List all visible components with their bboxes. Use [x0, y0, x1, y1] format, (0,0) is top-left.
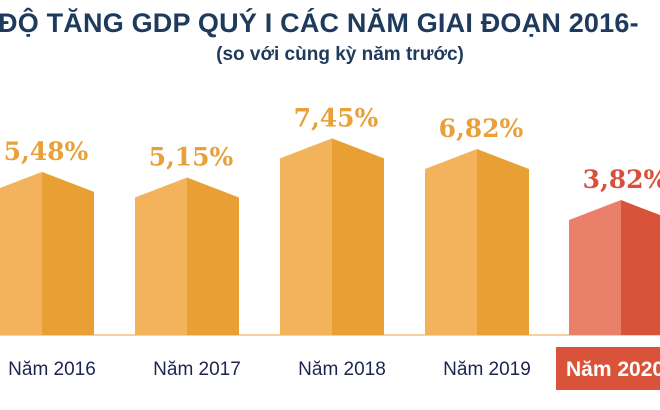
bar-3-left-face: [425, 149, 477, 335]
bar-0-right-face: [42, 171, 94, 335]
bar-2-right-face: [332, 138, 384, 335]
highlight-category-box: [556, 347, 660, 390]
chart-subtitle: (so với cùng kỳ năm trước): [216, 44, 464, 65]
bar-2-left-face: [280, 138, 332, 335]
bar-0-left-face: [0, 171, 42, 335]
data-label: 3,82%: [583, 165, 660, 194]
category-label: Năm 2020: [566, 358, 660, 381]
data-label: 5,48%: [4, 137, 89, 166]
category-label: Năm 2018: [298, 359, 386, 380]
bar-1-right-face: [187, 177, 239, 335]
bar-3-right-face: [477, 149, 529, 335]
category-label: Năm 2016: [8, 359, 96, 380]
bar-4-left-face: [569, 200, 621, 335]
data-label: 5,15%: [149, 142, 234, 171]
chart-title: ĐỘ TĂNG GDP QUÝ I CÁC NĂM GIAI ĐOẠN 2016…: [0, 8, 639, 38]
data-label: 6,82%: [439, 114, 524, 143]
data-label: 7,45%: [294, 103, 379, 132]
category-label: Năm 2019: [443, 359, 531, 380]
bar-4-right-face: [621, 200, 660, 335]
bar-1-left-face: [135, 177, 187, 335]
category-label: Năm 2017: [153, 359, 241, 380]
